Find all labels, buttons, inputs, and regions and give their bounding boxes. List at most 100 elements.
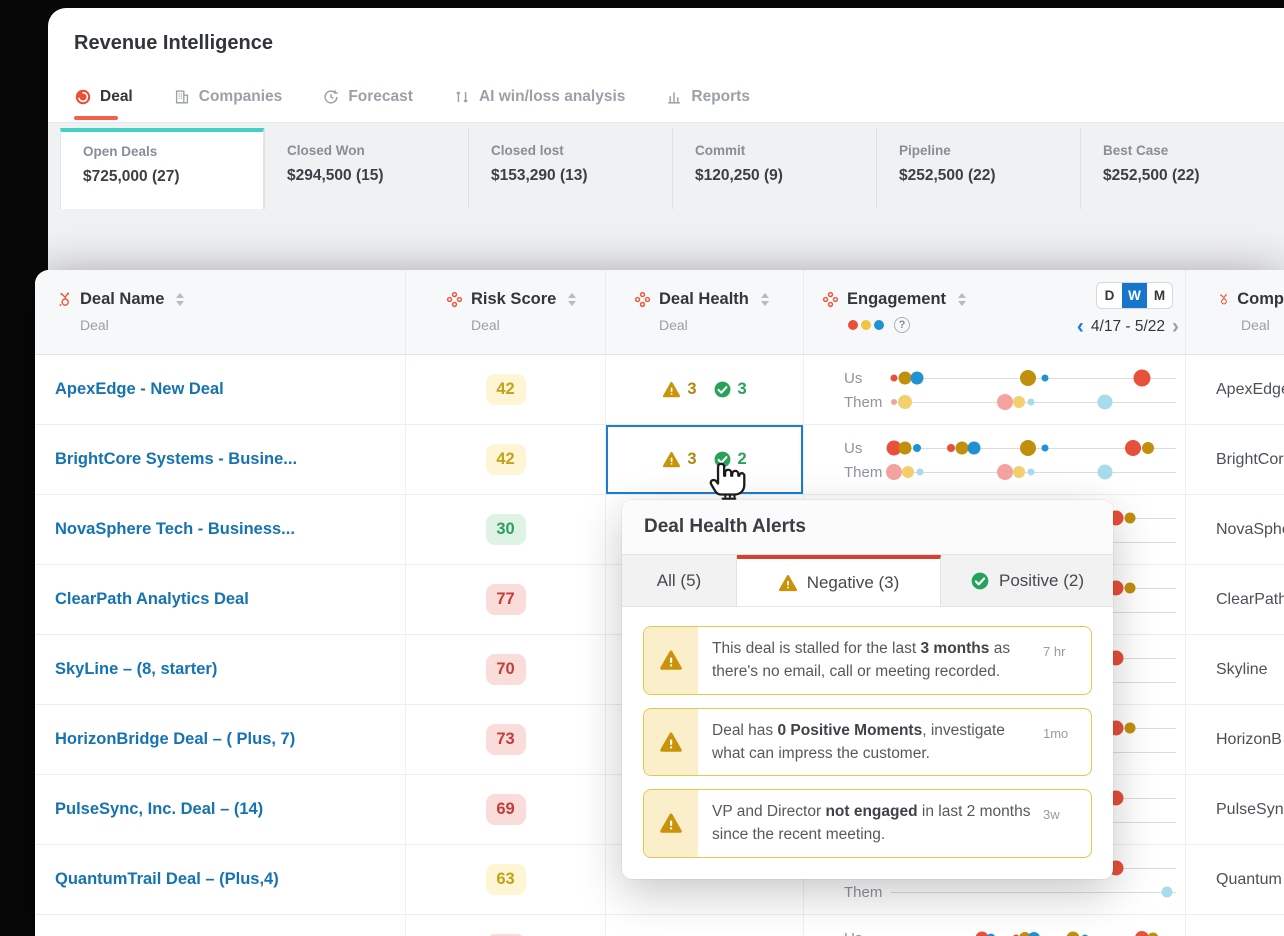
company-cell: NovaSphe bbox=[1185, 495, 1284, 564]
period-day[interactable]: D bbox=[1104, 288, 1115, 303]
deal-health-cell[interactable] bbox=[605, 705, 803, 774]
engagement-timeline-us bbox=[886, 440, 1176, 456]
tab-positive-alerts[interactable]: Positive (2) bbox=[941, 555, 1113, 606]
chevron-right-icon[interactable]: › bbox=[1172, 315, 1179, 338]
help-icon[interactable]: ? bbox=[894, 317, 910, 333]
period-month[interactable]: M bbox=[1153, 288, 1166, 303]
warning-icon bbox=[644, 708, 698, 775]
summary-card-best-case[interactable]: Best Case $252,500 (22) bbox=[1080, 128, 1284, 209]
deal-name-link[interactable]: ClearPath Analytics Deal bbox=[55, 590, 249, 608]
date-range-label: 4/17 - 5/22 bbox=[1090, 317, 1165, 335]
check-icon bbox=[714, 381, 730, 398]
deal-name-link[interactable]: SkyLine – (8, starter) bbox=[55, 660, 218, 678]
risk-score-badge: 73 bbox=[485, 724, 526, 755]
hubspot-sprocket-icon bbox=[59, 292, 70, 306]
engagement-cell: Us Them bbox=[803, 915, 1185, 936]
summary-card-closed-won[interactable]: Closed Won $294,500 (15) bbox=[264, 128, 468, 209]
deal-health-cell[interactable] bbox=[605, 495, 803, 564]
column-header-risk-score[interactable]: Risk Score Deal bbox=[405, 270, 605, 354]
alert-age: 1mo bbox=[1043, 725, 1069, 741]
summary-card-closed-lost[interactable]: Closed lost $153,290 (13) bbox=[468, 128, 672, 209]
chevron-left-icon[interactable]: ‹ bbox=[1076, 315, 1084, 338]
company-cell: Skyline bbox=[1185, 635, 1284, 704]
tab-companies[interactable]: Companies bbox=[173, 88, 282, 120]
column-header-deal-health[interactable]: Deal Health Deal bbox=[605, 270, 803, 354]
warning-icon bbox=[644, 790, 698, 857]
risk-score-badge bbox=[485, 934, 526, 936]
tab-ai-winloss[interactable]: AI win/loss analysis bbox=[453, 88, 625, 120]
deal-health-cell[interactable] bbox=[605, 565, 803, 634]
summary-cards: Open Deals $725,000 (27) Closed Won $294… bbox=[60, 128, 1284, 209]
deals-table: Deal Name Deal Risk Score Deal Deal Heal… bbox=[35, 270, 1284, 936]
deal-icon bbox=[75, 89, 91, 105]
summary-card-commit[interactable]: Commit $120,250 (9) bbox=[672, 128, 876, 209]
legend-dot-red bbox=[848, 320, 858, 330]
deal-name-link[interactable]: PulseSync, Inc. Deal – (14) bbox=[55, 800, 264, 818]
sort-toggle[interactable] bbox=[176, 293, 185, 306]
alert-message: This deal is stalled for the last 3 mont… bbox=[712, 640, 1011, 681]
alert-message: VP and Director not engaged in last 2 mo… bbox=[712, 803, 1031, 844]
company-cell: Quantum bbox=[1185, 845, 1284, 914]
risk-score-badge: 63 bbox=[485, 864, 526, 895]
deal-name-link[interactable]: ApexEdge - New Deal bbox=[55, 380, 224, 398]
deal-name-link[interactable] bbox=[35, 915, 405, 936]
sort-toggle[interactable] bbox=[958, 293, 967, 306]
date-range-nav: ‹ 4/17 - 5/22 › bbox=[1077, 316, 1179, 337]
engagement-cell: Us Them bbox=[803, 355, 1185, 424]
sort-toggle[interactable] bbox=[568, 293, 577, 306]
reports-icon bbox=[668, 92, 681, 104]
risk-score-badge: 42 bbox=[485, 374, 526, 405]
popup-tabs: All (5) Negative (3) Positive (2) bbox=[622, 555, 1113, 607]
engagement-legend: ? bbox=[848, 317, 1185, 333]
deal-health-cell[interactable] bbox=[605, 845, 803, 914]
summary-card-open-deals[interactable]: Open Deals $725,000 (27) bbox=[60, 128, 265, 209]
tab-deal[interactable]: Deal bbox=[74, 88, 133, 120]
summary-and-filter-band: Open Deals $725,000 (27) Closed Won $294… bbox=[48, 122, 1284, 372]
table-row: ApexEdge - New Deal 42 3 3 Us Them ApexE… bbox=[35, 355, 1284, 425]
alert-age: 7 hr bbox=[1043, 644, 1066, 659]
engagement-timeline-us bbox=[890, 369, 1176, 387]
companies-icon bbox=[175, 90, 188, 104]
alerts-list: This deal is stalled for the last 3 mont… bbox=[622, 607, 1113, 879]
company-cell: PulseSyn bbox=[1185, 775, 1284, 844]
engagement-cell: Us Them bbox=[803, 425, 1185, 494]
company-cell: HorizonB bbox=[1185, 705, 1284, 774]
period-toggle: D W M bbox=[1096, 282, 1173, 309]
hand-cursor-icon bbox=[709, 462, 745, 500]
table-row: Us Them bbox=[35, 915, 1284, 936]
score-lobes-icon bbox=[634, 291, 651, 308]
deal-health-cell[interactable]: 3 3 bbox=[605, 355, 803, 424]
risk-score-badge: 30 bbox=[485, 514, 526, 545]
company-cell bbox=[1185, 915, 1284, 936]
alert-card: This deal is stalled for the last 3 mont… bbox=[643, 626, 1092, 695]
score-lobes-icon bbox=[822, 291, 839, 308]
deal-health-cell[interactable] bbox=[605, 635, 803, 704]
risk-score-badge: 77 bbox=[485, 584, 526, 615]
deal-name-link[interactable]: NovaSphere Tech - Business... bbox=[55, 520, 295, 538]
page-title: Revenue Intelligence bbox=[74, 32, 273, 54]
deal-health-cell-selected[interactable]: 3 2 bbox=[605, 425, 803, 500]
column-header-deal-name[interactable]: Deal Name Deal bbox=[35, 270, 405, 354]
warning-icon bbox=[663, 451, 681, 468]
tab-all-alerts[interactable]: All (5) bbox=[622, 555, 737, 606]
warning-icon bbox=[644, 627, 698, 694]
company-cell: ApexEdge bbox=[1185, 355, 1284, 424]
deal-name-link[interactable]: HorizonBridge Deal – ( Plus, 7) bbox=[55, 730, 296, 748]
period-week[interactable]: W bbox=[1122, 283, 1147, 308]
deal-health-cell[interactable] bbox=[605, 775, 803, 844]
risk-score-badge: 69 bbox=[485, 794, 526, 825]
tab-negative-alerts[interactable]: Negative (3) bbox=[737, 555, 941, 606]
sort-toggle[interactable] bbox=[760, 293, 769, 306]
column-header-engagement[interactable]: Engagement ? D W M ‹ 4/17 - 5/22 › bbox=[803, 270, 1185, 354]
deal-health-cell[interactable] bbox=[605, 915, 803, 936]
hubspot-sprocket-icon bbox=[1220, 294, 1227, 305]
column-header-company[interactable]: Comp Deal bbox=[1185, 270, 1284, 354]
popup-title: Deal Health Alerts bbox=[622, 500, 1113, 555]
summary-card-pipeline[interactable]: Pipeline $252,500 (22) bbox=[876, 128, 1080, 209]
risk-score-badge: 42 bbox=[485, 444, 526, 475]
deal-name-link[interactable]: BrightCore Systems - Busine... bbox=[55, 450, 298, 468]
deal-name-link[interactable]: QuantumTrail Deal – (Plus,4) bbox=[55, 870, 279, 888]
tab-forecast[interactable]: Forecast bbox=[322, 88, 413, 120]
engagement-timeline-them bbox=[891, 886, 1176, 898]
tab-reports[interactable]: Reports bbox=[665, 88, 750, 120]
